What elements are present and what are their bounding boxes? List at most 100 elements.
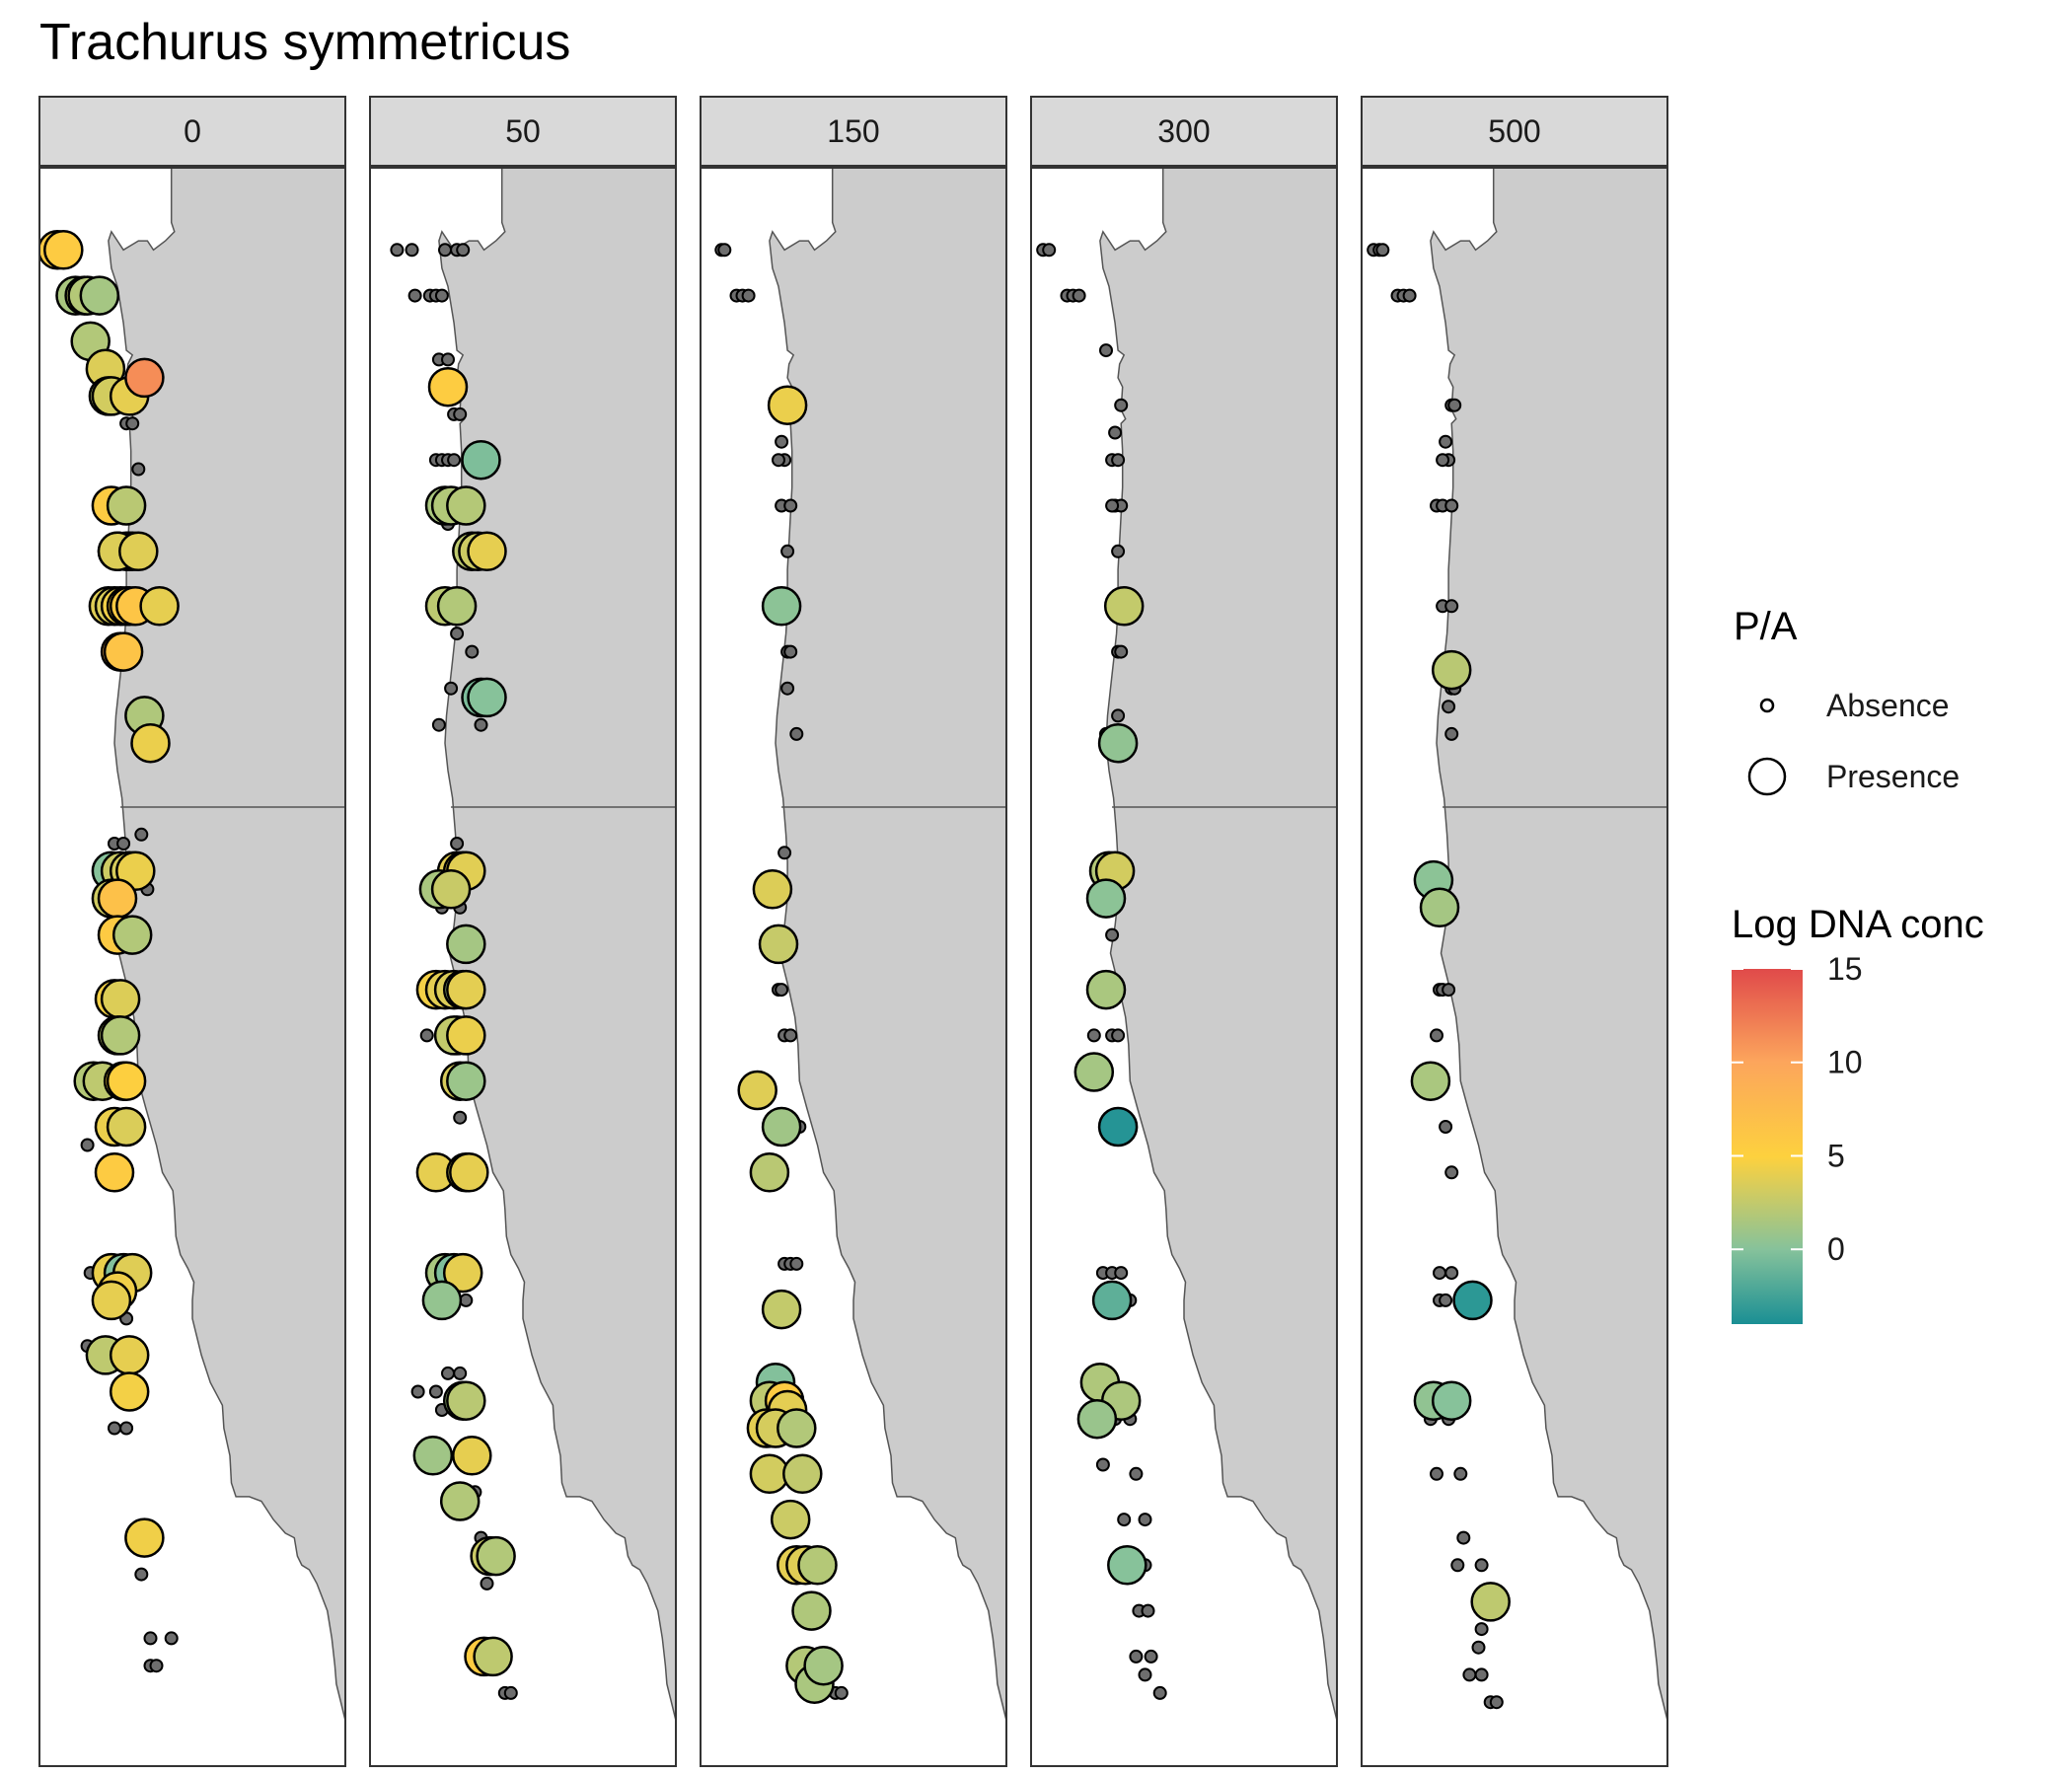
absence-point <box>1439 434 1453 449</box>
absence-point <box>1375 243 1390 258</box>
facet-panel-50: 50 <box>369 96 677 1767</box>
map-area <box>1367 168 1667 1721</box>
presence-point <box>94 1152 135 1193</box>
presence-point <box>467 677 507 718</box>
panel-border <box>1030 167 1338 1767</box>
absence-point <box>1430 1028 1443 1043</box>
presence-point <box>106 1106 147 1147</box>
land-polygon <box>1430 168 1667 1721</box>
absence-point <box>1444 1266 1459 1281</box>
colorbar <box>1732 969 1803 1324</box>
presence-point <box>109 1371 150 1412</box>
presence-point <box>412 1436 454 1476</box>
facet-strip-label: 300 <box>1157 113 1210 149</box>
facet-panel-150: 150 <box>700 96 1007 1767</box>
absence-legend-key <box>1759 698 1775 713</box>
absence-point <box>1105 498 1120 513</box>
presence-point <box>100 979 141 1019</box>
absence-point <box>453 407 468 421</box>
presence-legend-label: Presence <box>1826 759 1960 794</box>
absence-point <box>834 1685 849 1700</box>
absence-point <box>390 243 405 258</box>
absence-point <box>1111 453 1126 468</box>
absence-point <box>1072 288 1086 303</box>
absence-point <box>1099 343 1113 358</box>
facet-panel-300: 300 <box>1030 96 1338 1767</box>
absence-point <box>450 627 465 641</box>
presence-point <box>797 1545 838 1586</box>
absence-point <box>1489 1695 1504 1710</box>
absence-point <box>789 726 804 741</box>
absence-point <box>1138 1667 1152 1682</box>
presence-legend-key <box>1747 757 1787 796</box>
absence-point <box>480 1576 494 1591</box>
absence-point <box>419 1028 434 1043</box>
presence-point <box>103 631 144 672</box>
absence-point <box>108 1421 121 1436</box>
panel-border <box>700 167 1007 1767</box>
absence-point <box>453 1366 468 1380</box>
absence-point <box>1108 425 1123 440</box>
absence-point <box>1144 1649 1158 1664</box>
presence-point <box>473 1636 513 1677</box>
absence-point <box>116 837 131 851</box>
absence-point <box>1474 1622 1489 1637</box>
presence-point <box>449 1152 489 1193</box>
presence-point <box>1076 1398 1118 1440</box>
presence-point <box>97 878 138 919</box>
absence-point <box>783 498 798 513</box>
absence-point <box>777 846 792 860</box>
legend: P/A Absence Presence Log DNA conc 15 10 5 0 <box>1732 605 1984 1324</box>
absence-point <box>453 1110 468 1125</box>
presence-point <box>446 485 486 526</box>
presence-point <box>430 869 472 910</box>
absence-point <box>407 288 422 303</box>
presence-point <box>421 1280 463 1321</box>
absence-point <box>456 243 471 258</box>
presence-point <box>442 1252 483 1294</box>
absence-point <box>1439 1120 1453 1134</box>
absence-point <box>1436 453 1450 468</box>
presence-point <box>752 869 793 910</box>
absence-point <box>772 453 785 468</box>
absence-point <box>410 1384 425 1399</box>
absence-point <box>1129 1466 1144 1481</box>
presence-point <box>124 1517 165 1558</box>
presence-point <box>782 1453 823 1495</box>
pa-legend-title: P/A <box>1734 605 1798 648</box>
presence-point <box>446 969 486 1010</box>
absence-point <box>1042 243 1057 258</box>
absence-point <box>1471 1640 1486 1655</box>
land-polygon <box>1099 168 1337 1721</box>
facet-strip <box>1030 96 1338 167</box>
absence-point <box>1114 1266 1129 1281</box>
facet-strip <box>38 96 346 167</box>
presence-point <box>436 586 478 627</box>
absence-point <box>1462 1667 1477 1682</box>
absence-point <box>1114 398 1129 412</box>
presence-point <box>1073 1052 1115 1092</box>
absence-point <box>447 453 462 468</box>
presence-point <box>467 531 507 572</box>
presence-point <box>803 1645 844 1686</box>
presence-point <box>91 1280 132 1321</box>
absence-point <box>1450 1558 1465 1573</box>
presence-point <box>761 1289 802 1330</box>
absence-point <box>428 1384 443 1399</box>
presence-point <box>106 1061 147 1101</box>
absence-point <box>741 288 756 303</box>
presence-point <box>1419 887 1460 928</box>
panel-border <box>369 167 677 1767</box>
absence-point <box>1152 1685 1167 1700</box>
colorbar-tick-label: 5 <box>1827 1138 1845 1173</box>
absence-point <box>80 1138 95 1152</box>
presence-point <box>1097 1106 1139 1147</box>
facet-strip-label: 0 <box>184 113 201 149</box>
absence-point <box>164 1631 179 1646</box>
absence-point <box>119 1421 134 1436</box>
facet-strip <box>1361 96 1668 167</box>
absence-point <box>441 1366 455 1380</box>
panel-border <box>38 167 346 1767</box>
absence-point <box>465 644 480 659</box>
